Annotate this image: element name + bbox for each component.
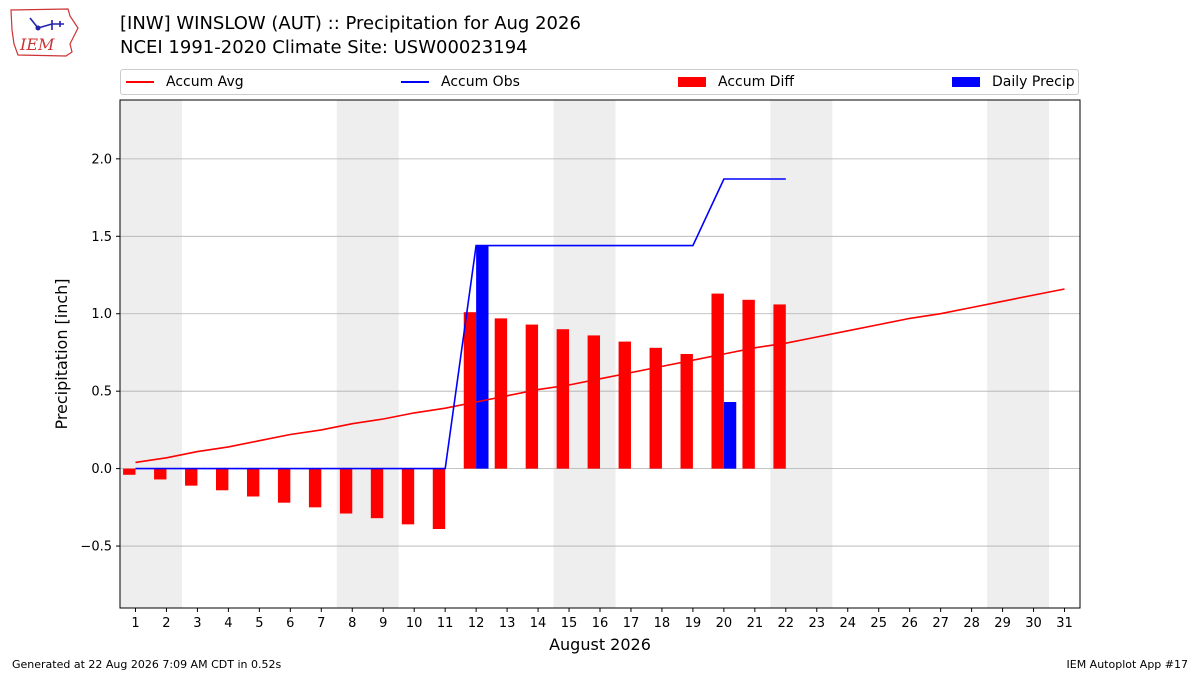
chart-title: [INW] WINSLOW (AUT) :: Precipitation for…: [120, 13, 581, 34]
x-tick-label: 16: [592, 616, 609, 631]
x-tick-label: 18: [654, 616, 671, 631]
chart-subtitle: NCEI 1991-2020 Climate Site: USW00023194: [120, 37, 528, 58]
bar-accum-diff: [463, 312, 477, 469]
x-tick-label: 8: [348, 616, 356, 631]
y-axis-label: Precipitation [inch]: [52, 278, 71, 429]
legend-swatch-accum-avg: [126, 81, 154, 83]
x-tick-label: 14: [530, 616, 547, 631]
x-tick-label: 23: [809, 616, 826, 631]
x-tick-label: 7: [317, 616, 325, 631]
bar-accum-diff: [711, 293, 724, 469]
x-tick-label: 17: [623, 616, 640, 631]
x-tick-label: 31: [1056, 616, 1073, 631]
footer-generated: Generated at 22 Aug 2026 7:09 AM CDT in …: [12, 658, 282, 671]
x-tick-label: 11: [437, 616, 454, 631]
x-tick-label: 27: [932, 616, 949, 631]
x-tick-label: 4: [224, 616, 232, 631]
weekend-band: [336, 100, 399, 608]
bar-accum-diff: [370, 468, 384, 519]
x-tick-label: 13: [499, 616, 516, 631]
legend-accum-avg: Accum Avg: [126, 70, 244, 94]
bar-accum-diff: [773, 304, 786, 469]
legend-label-daily-precip: Daily Precip: [992, 74, 1075, 90]
bar-accum-diff: [432, 468, 446, 530]
y-tick-label: 2.0: [91, 152, 112, 167]
bar-accum-diff: [277, 468, 291, 503]
bar-accum-diff: [742, 299, 755, 469]
bar-accum-diff: [123, 468, 136, 475]
x-tick-label: 28: [963, 616, 980, 631]
legend-swatch-accum-obs: [401, 81, 429, 83]
x-axis-label: August 2026: [549, 635, 651, 654]
legend-label-accum-diff: Accum Diff: [718, 74, 795, 90]
y-tick-label: 1.0: [91, 307, 112, 322]
legend-swatch-daily-precip: [952, 77, 980, 87]
bar-accum-diff: [618, 341, 631, 469]
line-accum-avg: [135, 288, 1065, 464]
iem-logo-text: IEM: [19, 35, 55, 54]
legend-accum-obs: Accum Obs: [401, 70, 520, 94]
x-tick-label: 20: [716, 616, 733, 631]
x-tick-label: 15: [561, 616, 578, 631]
bar-accum-diff: [525, 324, 539, 469]
bar-daily-precip: [723, 402, 737, 469]
legend-label-accum-obs: Accum Obs: [441, 74, 520, 90]
x-tick-label: 5: [255, 616, 263, 631]
x-tick-label: 3: [193, 616, 201, 631]
x-tick-label: 9: [379, 616, 387, 631]
x-tick-label: 22: [778, 616, 795, 631]
footer-app: IEM Autoplot App #17: [1066, 658, 1189, 671]
iowa-state-outline-icon: [10, 8, 79, 57]
weather-station-icon: [29, 17, 64, 30]
bar-accum-diff: [339, 468, 353, 514]
bar-accum-diff: [587, 335, 600, 469]
x-tick-label: 2: [162, 616, 170, 631]
legend-swatch-accum-diff: [678, 77, 706, 87]
bar-accum-diff: [185, 468, 198, 486]
legend-daily-precip: Daily Precip: [952, 70, 1075, 94]
x-tick-label: 30: [1025, 616, 1042, 631]
x-tick-label: 25: [870, 616, 887, 631]
chart-legend: Accum Avg Accum Obs Accum Diff Daily Pre…: [120, 69, 1079, 95]
weekend-band: [120, 100, 182, 608]
bar-accum-diff: [246, 468, 260, 497]
x-tick-label: 1: [131, 616, 139, 631]
x-tick-label: 10: [406, 616, 423, 631]
weekend-band: [987, 100, 1050, 608]
bar-daily-precip: [476, 245, 489, 469]
bar-accum-diff: [649, 347, 662, 469]
y-tick-label: 0.0: [91, 462, 112, 477]
bar-accum-diff: [556, 329, 570, 469]
x-tick-label: 26: [901, 616, 918, 631]
y-tick-label: 1.5: [91, 230, 112, 245]
line-accum-obs: [135, 178, 786, 470]
plot-area: [123, 178, 1065, 530]
bar-accum-diff: [216, 468, 229, 491]
legend-label-accum-avg: Accum Avg: [166, 74, 244, 90]
x-tick-label: 19: [685, 616, 702, 631]
bar-accum-diff: [154, 468, 167, 480]
legend-accum-diff: Accum Diff: [678, 70, 794, 94]
x-tick-label: 21: [747, 616, 764, 631]
x-tick-label: 29: [994, 616, 1011, 631]
iem-logo: IEM: [10, 8, 79, 57]
y-tick-label: −0.5: [80, 540, 112, 555]
bar-accum-diff: [494, 318, 508, 469]
x-tick-label: 12: [468, 616, 485, 631]
bar-accum-diff: [308, 468, 322, 508]
x-tick-label: 6: [286, 616, 294, 631]
bar-accum-diff: [401, 468, 415, 525]
x-tick-label: 24: [839, 616, 856, 631]
bar-accum-diff: [680, 354, 693, 469]
y-tick-label: 0.5: [91, 385, 112, 400]
